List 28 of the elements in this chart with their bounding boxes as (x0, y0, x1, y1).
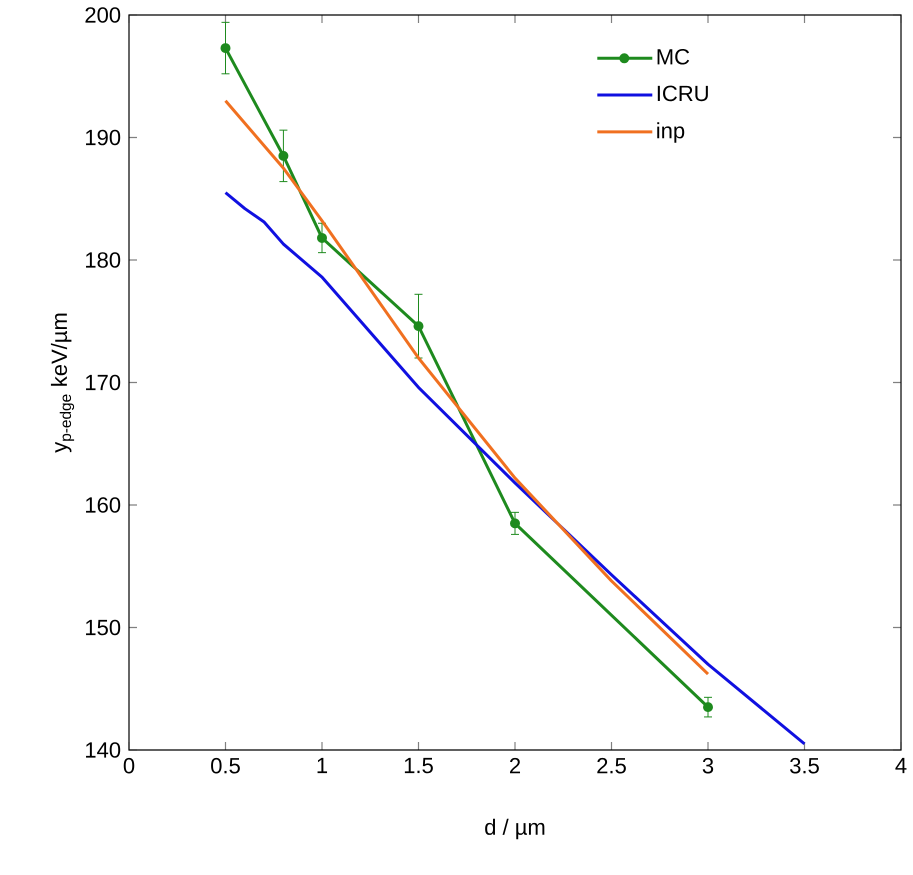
legend-label: ICRU (658, 86, 708, 102)
y-tick-label: 160 (86, 497, 120, 513)
x-tick-label: 2 (510, 758, 520, 774)
x-tick-label: 0.5 (211, 758, 240, 774)
y-tick-label: 170 (86, 374, 120, 390)
x-axis-title: d / µm (485, 818, 544, 840)
point (317, 232, 327, 243)
y-tick-label: 180 (86, 252, 120, 268)
y-axis-title: y$_{p-edge}$ keV/µm (50, 314, 74, 453)
point (510, 518, 520, 528)
x-tick-label: 3.5 (790, 758, 819, 774)
point (414, 321, 424, 332)
x-tick-label: 2.5 (597, 758, 626, 774)
line-series (224, 191, 806, 746)
y-tick-label: 140 (86, 742, 120, 758)
x-tick-label: 3 (702, 758, 714, 774)
x-tick-label: 1.5 (404, 758, 433, 774)
y-tick-label: 190 (86, 130, 120, 146)
point (703, 702, 714, 712)
y-tick-label: 200 (85, 7, 120, 23)
point (220, 43, 230, 54)
legend-label: inp (657, 122, 684, 143)
x-tick-label: 1 (318, 758, 328, 774)
x-tick-label: 4 (895, 758, 906, 774)
y-tick-label: 150 (86, 620, 120, 636)
legend-label: MC (658, 48, 690, 65)
point (278, 150, 288, 161)
x-tick-label: 0 (124, 758, 134, 774)
